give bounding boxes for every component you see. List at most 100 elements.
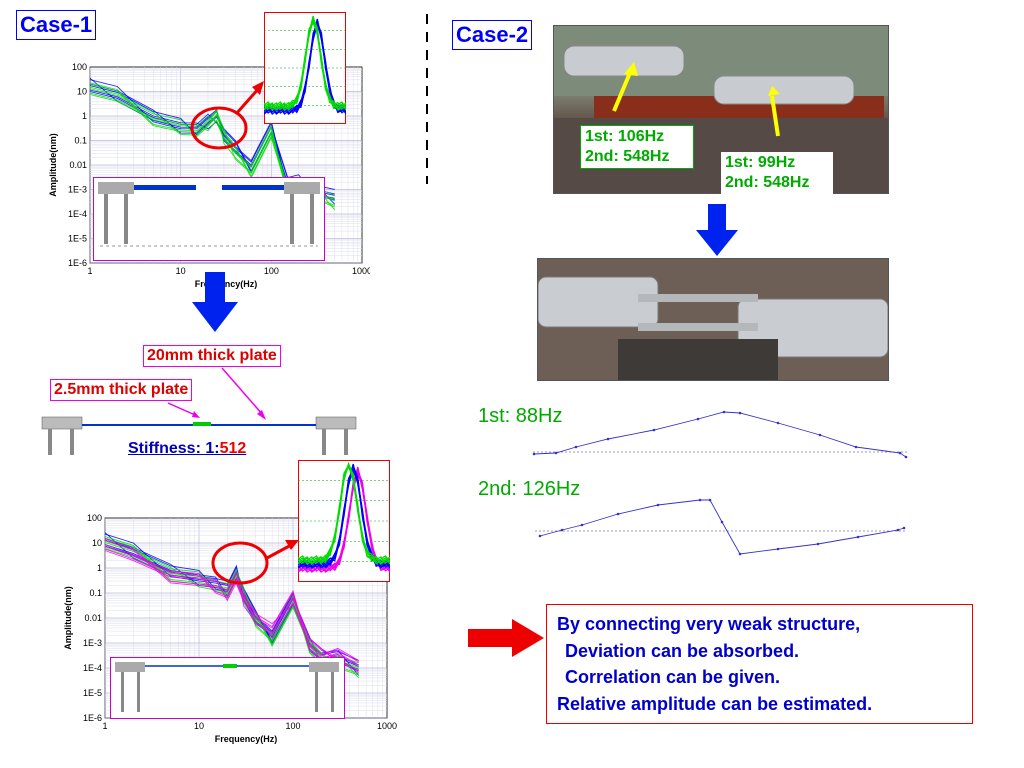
x-tick-label: 10 (194, 721, 204, 731)
plate-2-5mm-label: 2.5mm thick plate (50, 379, 193, 401)
down-arrow-case2 (696, 204, 738, 256)
mode-node (696, 417, 700, 421)
callout-arrow-1 (234, 86, 262, 115)
mode-node (574, 445, 578, 449)
y-tick-label: 1E-6 (83, 713, 102, 723)
zoom-trace (264, 20, 346, 114)
series-line (104, 536, 359, 674)
structure-inset-after (110, 657, 345, 719)
x-tick-label: 100 (264, 266, 279, 276)
y-tick-label: 1E-6 (68, 258, 87, 268)
case-divider (426, 14, 428, 184)
mode-1st-label: 1st: 88Hz (478, 405, 563, 427)
zoom-trace (264, 20, 346, 110)
x-axis-label: Frequency(Hz) (195, 279, 258, 289)
y-tick-label: 100 (72, 62, 87, 72)
photo-connected-drawing (538, 259, 888, 380)
callout-arrow-2 (266, 542, 294, 560)
left-pipe-freq-box: 1st: 106Hz 2nd: 548Hz (580, 125, 694, 169)
conclusion-box: By connecting very weak structure, Devia… (546, 604, 973, 724)
mode-node (720, 520, 724, 524)
y-tick-label: 10 (92, 538, 102, 548)
y-tick-label: 1E-5 (68, 234, 87, 244)
y-tick-label: 1E-4 (83, 663, 102, 673)
y-tick-label: 1E-3 (83, 638, 102, 648)
mode-shape-2 (535, 498, 906, 556)
conclusion-line-4: Relative amplitude can be estimated. (557, 693, 873, 714)
structure-inset-before (93, 177, 325, 261)
zoom-trace (298, 465, 390, 565)
conclusion-line-1: By connecting very weak structure, (557, 614, 861, 634)
mode-node (652, 428, 656, 432)
conclusion-arrow (468, 619, 544, 657)
series-line (104, 545, 359, 663)
x-axis-label: Frequency(Hz) (215, 734, 278, 744)
mode-node (532, 452, 536, 456)
x-tick-label: 100 (285, 721, 300, 731)
y-tick-label: 1E-3 (68, 185, 87, 195)
series-line (104, 539, 359, 673)
case2-photo-connected (537, 258, 889, 381)
stiffness-prefix: Stiffness: 1: (128, 440, 220, 457)
y-tick-label: 1 (82, 111, 87, 121)
zoom-callout-2 (211, 540, 299, 585)
case1-after-zoom-inset (298, 460, 390, 582)
mode-node (722, 410, 726, 414)
series-line (89, 79, 335, 201)
mode-node (776, 421, 780, 425)
x-tick-label: 1000 (352, 266, 370, 276)
x-tick-label: 10 (176, 266, 186, 276)
zoom-trace (298, 461, 390, 564)
y-tick-label: 0.1 (74, 136, 87, 146)
right-pipe-1st: 1st: 99Hz (725, 154, 796, 171)
highlight-circle-2 (211, 541, 269, 585)
series-line (104, 538, 359, 672)
mode-node (818, 433, 822, 437)
case2-label: Case-2 (452, 20, 533, 50)
mode-node (902, 526, 906, 530)
mode-node (616, 512, 620, 516)
y-tick-label: 1E-4 (68, 209, 87, 219)
mode-node (738, 411, 742, 415)
mode-shape-1 (532, 410, 908, 459)
mode-node (738, 552, 742, 556)
right-pipe-2nd: 2nd: 548Hz (725, 174, 810, 191)
series-line (104, 544, 359, 661)
series-line (104, 548, 359, 666)
x-tick-label: 1 (102, 721, 107, 731)
highlight-circle-1 (190, 106, 248, 150)
mode-node (560, 528, 564, 532)
stiffness-text: Stiffness: 1:512 (128, 440, 246, 458)
mode-node (554, 451, 558, 455)
left-pipe-1st: 1st: 106Hz (585, 128, 665, 145)
mode-node (816, 542, 820, 546)
y-tick-label: 10 (77, 87, 87, 97)
y-tick-label: 0.1 (89, 588, 102, 598)
mode-node (656, 503, 660, 507)
case1-label: Case-1 (16, 10, 97, 40)
x-tick-label: 1000 (377, 721, 397, 731)
right-pipe-freq-box: 1st: 99Hz 2nd: 548Hz (721, 152, 833, 194)
mode-node (606, 437, 610, 441)
mode-shape-line (533, 411, 907, 458)
zoom-trace (298, 463, 390, 563)
case1-before-zoom-inset (264, 12, 346, 124)
structure-drawing-after (115, 662, 339, 712)
y-axis-label: Amplitude(nm) (48, 133, 58, 197)
mode-2nd-label: 2nd: 126Hz (478, 478, 581, 500)
y-tick-label: 100 (87, 513, 102, 523)
mode-shape-line (539, 499, 905, 555)
y-tick-label: 0.01 (84, 613, 102, 623)
mode-node (896, 528, 900, 532)
structure-drawing-middle (41, 416, 357, 455)
x-tick-label: 1 (87, 266, 92, 276)
mode-node (898, 451, 902, 455)
zoom-trace (298, 468, 390, 572)
stiffness-value: 512 (219, 440, 247, 457)
plate-20mm-label: 20mm thick plate (143, 345, 281, 367)
mode-node (708, 498, 712, 502)
series-line (104, 542, 359, 664)
mode-node (698, 498, 702, 502)
y-axis-label: Amplitude(nm) (63, 586, 73, 650)
conclusion-line-2: Deviation can be absorbed. (565, 640, 800, 661)
